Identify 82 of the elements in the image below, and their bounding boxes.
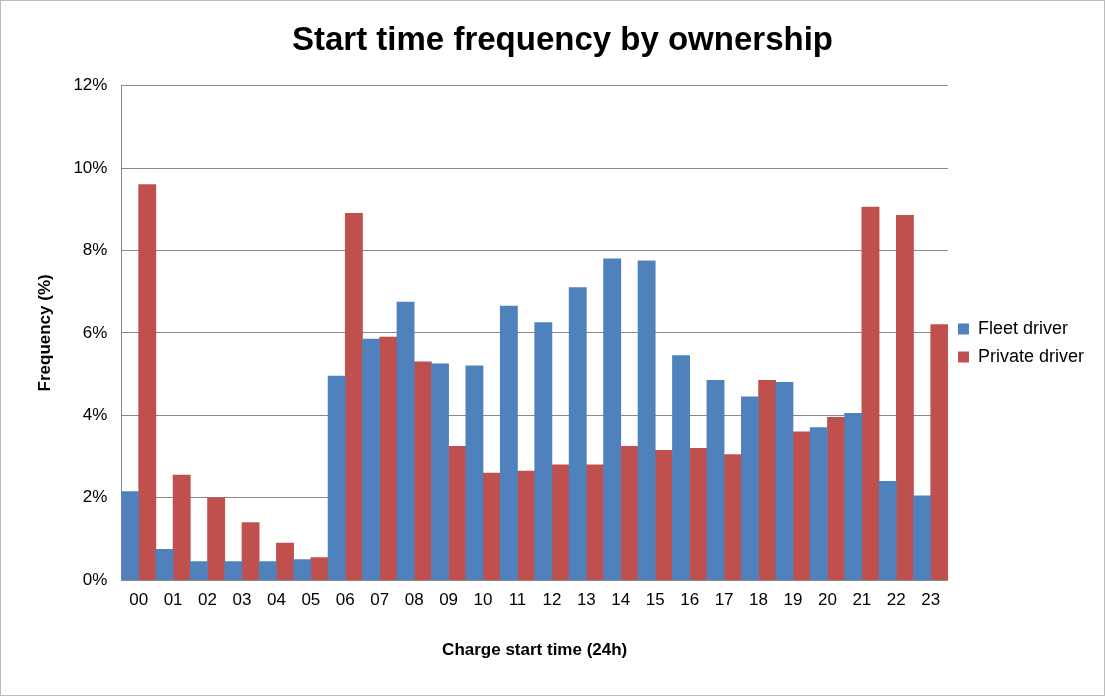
y-tick-label: 0% xyxy=(82,569,108,589)
y-axis-title: Frequency (%) xyxy=(34,274,54,392)
legend-label: Fleet driver xyxy=(977,317,1068,338)
bar xyxy=(586,464,604,581)
y-tick-label: 4% xyxy=(82,405,108,425)
x-tick-label: 04 xyxy=(266,590,286,610)
bar xyxy=(465,365,484,581)
x-tick-label: 07 xyxy=(370,590,390,610)
chart-title: Start time frequency by ownership xyxy=(292,19,833,57)
bar xyxy=(741,396,759,581)
bar xyxy=(723,454,742,581)
x-tick-label: 08 xyxy=(404,590,424,610)
bar xyxy=(672,355,690,581)
bar xyxy=(792,431,811,581)
x-tick-label: 14 xyxy=(611,590,631,610)
x-tick-label: 11 xyxy=(508,590,527,610)
bar xyxy=(224,561,243,581)
bar xyxy=(775,382,794,581)
bar xyxy=(620,445,639,581)
bar xyxy=(327,375,346,581)
bar xyxy=(258,561,277,581)
x-tick-label: 21 xyxy=(852,590,872,610)
bar xyxy=(603,258,622,581)
x-tick-label: 06 xyxy=(335,590,355,610)
bar xyxy=(706,379,725,581)
x-tick-label: 10 xyxy=(473,590,493,610)
bar xyxy=(551,464,570,581)
y-tick-label: 10% xyxy=(73,157,108,177)
bar xyxy=(913,495,932,581)
x-tick-label: 05 xyxy=(301,590,321,610)
x-tick-label: 00 xyxy=(129,590,149,610)
bar xyxy=(207,497,226,581)
x-tick-label: 18 xyxy=(749,590,769,610)
x-tick-label: 12 xyxy=(542,590,562,610)
bar xyxy=(930,324,948,581)
bar xyxy=(310,557,329,581)
bar xyxy=(189,561,208,581)
y-tick-label: 2% xyxy=(82,487,108,507)
bar xyxy=(413,361,432,581)
x-tick-label: 01 xyxy=(163,590,183,610)
bar xyxy=(172,474,191,581)
bar xyxy=(482,472,501,581)
bar xyxy=(689,447,708,581)
bar xyxy=(241,522,260,581)
bar xyxy=(344,213,363,581)
bar xyxy=(138,184,157,581)
bar xyxy=(499,305,518,581)
bar xyxy=(758,379,777,581)
y-tick-label: 8% xyxy=(82,240,108,260)
y-tick-label: 12% xyxy=(73,75,108,95)
x-tick-label: 02 xyxy=(198,590,217,610)
x-axis-title: Charge start time (24h) xyxy=(442,640,628,660)
x-tick-label: 15 xyxy=(645,590,665,610)
bar xyxy=(155,548,174,581)
bar xyxy=(121,491,139,581)
bar xyxy=(534,322,553,581)
x-tick-label: 17 xyxy=(714,590,734,610)
x-tick-label: 19 xyxy=(783,590,803,610)
x-tick-label: 09 xyxy=(439,590,459,610)
x-tick-label: 13 xyxy=(576,590,596,610)
bar xyxy=(431,363,449,581)
x-tick-label: 03 xyxy=(232,590,252,610)
x-tick-label: 20 xyxy=(817,590,837,610)
bar xyxy=(362,338,381,581)
bar xyxy=(293,559,312,581)
y-tick-label: 6% xyxy=(82,322,108,342)
bar xyxy=(568,287,587,581)
bar xyxy=(827,417,845,581)
x-tick-label: 16 xyxy=(680,590,700,610)
bar xyxy=(844,412,863,581)
bar xyxy=(809,427,828,581)
x-tick-label: 22 xyxy=(886,590,906,610)
bar xyxy=(396,301,415,581)
bar xyxy=(895,215,914,581)
legend-label: Private driver xyxy=(977,345,1085,366)
bar xyxy=(878,480,897,581)
x-tick-label: 23 xyxy=(921,590,941,610)
bar xyxy=(379,336,398,581)
bar xyxy=(861,206,880,581)
bar xyxy=(637,260,656,581)
bar xyxy=(276,542,294,581)
bar xyxy=(654,450,673,581)
